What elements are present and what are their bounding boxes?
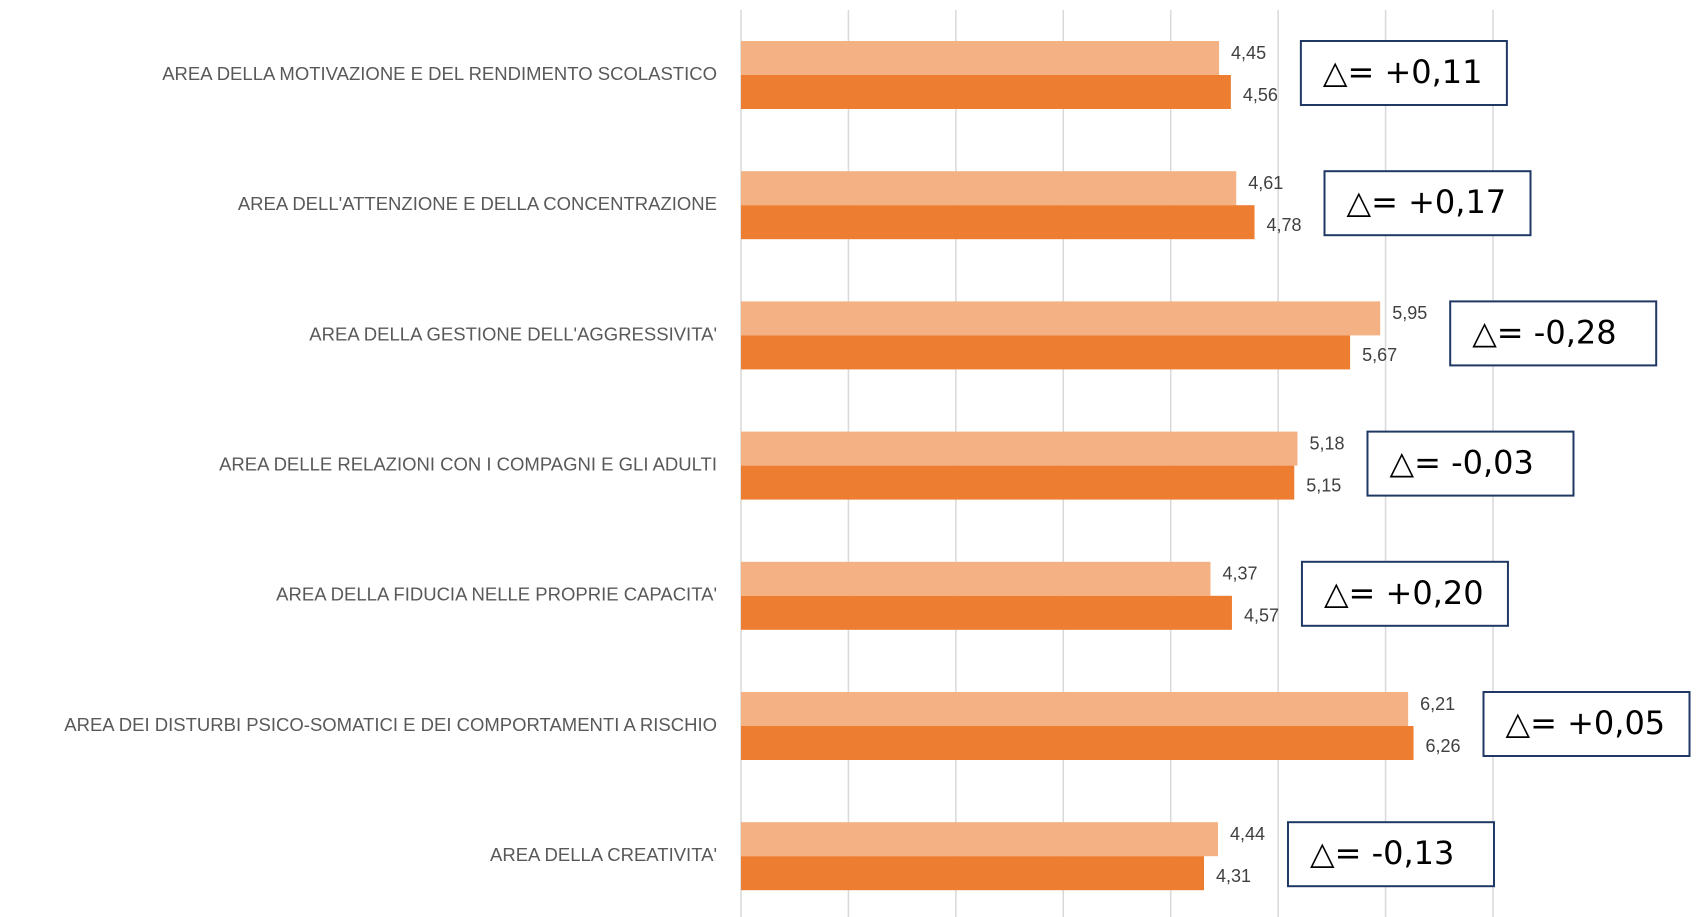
value-label: 5,18: [1309, 433, 1344, 453]
category-label: AREA DELLE RELAZIONI CON I COMPAGNI E GL…: [219, 453, 717, 474]
bar: [741, 465, 1295, 500]
bar: [741, 75, 1231, 109]
bar: [741, 856, 1205, 891]
annotation-box: [1449, 300, 1658, 367]
bar: [741, 431, 1298, 466]
category-label: AREA DELLA FIDUCIA NELLE PROPRIE CAPACIT…: [276, 584, 717, 605]
value-label: 5,15: [1306, 475, 1341, 495]
bar: [741, 171, 1237, 206]
annotation-box: [1366, 430, 1575, 497]
annotation: △= -0,28: [1472, 313, 1616, 351]
annotation-box: [1299, 40, 1508, 106]
category-label: AREA DELLA GESTIONE DELL'AGGRESSIVITA': [309, 323, 717, 344]
value-label: 5,67: [1362, 345, 1397, 365]
value-label: 4,44: [1230, 824, 1265, 844]
value-label: 6,21: [1420, 694, 1455, 714]
category-label: AREA DEI DISTURBI PSICO-SOMATICI E DEI C…: [64, 714, 717, 735]
annotation: △= -0,13: [1310, 834, 1454, 872]
bar: [741, 726, 1414, 760]
bar: [741, 205, 1255, 240]
annotation: △= -0,03: [1389, 444, 1533, 482]
bar: [741, 41, 1220, 75]
value-label: 4,45: [1231, 43, 1266, 63]
annotation-box: [1323, 170, 1532, 237]
annotation: △= +0,11: [1323, 53, 1483, 91]
value-label: 4,31: [1216, 866, 1251, 886]
value-label: 4,78: [1267, 215, 1302, 235]
value-label: 4,37: [1222, 564, 1257, 584]
bar: [741, 822, 1218, 857]
value-label: 6,26: [1426, 736, 1461, 756]
category-label: AREA DELLA CREATIVITA': [490, 844, 717, 865]
category-label: AREA DELL'ATTENZIONE E DELLA CONCENTRAZI…: [238, 193, 717, 214]
annotation: △= +0,05: [1506, 704, 1666, 742]
bar: [741, 692, 1409, 726]
category-label: AREA DELLA MOTIVAZIONE E DEL RENDIMENTO …: [162, 63, 717, 84]
bar: [741, 561, 1211, 596]
annotation-box: [1300, 560, 1509, 627]
value-label: 4,56: [1243, 85, 1278, 105]
annotation-box: [1286, 821, 1495, 888]
annotation-box: [1482, 691, 1691, 757]
bar: [741, 335, 1351, 370]
value-label: 4,61: [1248, 173, 1283, 193]
annotation: △= +0,17: [1347, 183, 1507, 221]
bar: [741, 301, 1381, 336]
value-label: 5,95: [1392, 303, 1427, 323]
annotation: △= +0,20: [1324, 574, 1484, 612]
value-label: 4,57: [1244, 606, 1279, 626]
bar: [741, 595, 1232, 630]
